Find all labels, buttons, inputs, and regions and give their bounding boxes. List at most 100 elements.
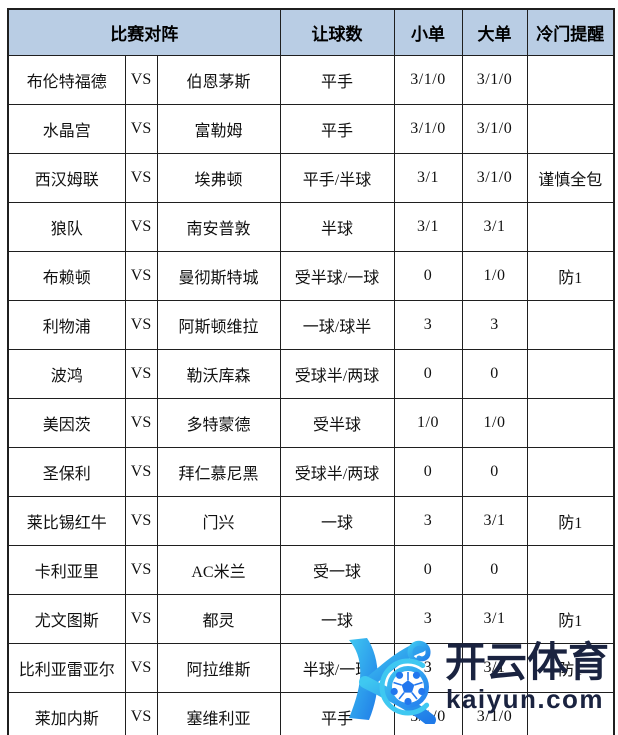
- big-bet-cell: 3: [461, 300, 528, 350]
- header-big-bet: 大单: [461, 8, 528, 56]
- table-body: 布伦特福德 VS 伯恩茅斯 平手 3/1/0 3/1/0 水晶宫 VS 富勒姆 平手 3/1/0 3/…: [7, 55, 615, 735]
- cold-alert-cell: [526, 398, 615, 448]
- handicap-cell: 一球: [279, 594, 395, 644]
- vs-cell: VS: [124, 643, 158, 693]
- home-team-cell: 美因茨: [7, 398, 126, 448]
- small-bet-cell: 0: [393, 251, 463, 301]
- big-bet-cell: 3/1: [461, 202, 528, 252]
- away-team-cell: 门兴: [156, 496, 281, 546]
- handicap-cell: 受球半/两球: [279, 349, 395, 399]
- away-team-cell: 拜仁慕尼黑: [156, 447, 281, 497]
- handicap-cell: 平手/半球: [279, 153, 395, 203]
- home-team-cell: 卡利亚里: [7, 545, 126, 595]
- vs-cell: VS: [124, 545, 158, 595]
- table-row: 水晶宫 VS 富勒姆 平手 3/1/0 3/1/0: [7, 104, 615, 154]
- small-bet-cell: 0: [393, 349, 463, 399]
- small-bet-cell: 3/1/0: [393, 104, 463, 154]
- vs-cell: VS: [124, 692, 158, 735]
- home-team-cell: 尤文图斯: [7, 594, 126, 644]
- handicap-cell: 半球/一球: [279, 643, 395, 693]
- big-bet-cell: 3/1/0: [461, 104, 528, 154]
- cold-alert-cell: 防1: [526, 496, 615, 546]
- big-bet-cell: 0: [461, 349, 528, 399]
- handicap-cell: 平手: [279, 692, 395, 735]
- table-row: 美因茨 VS 多特蒙德 受半球 1/0 1/0: [7, 398, 615, 448]
- away-team-cell: 埃弗顿: [156, 153, 281, 203]
- small-bet-cell: 3/1/0: [393, 55, 463, 105]
- small-bet-cell: 0: [393, 447, 463, 497]
- vs-cell: VS: [124, 251, 158, 301]
- small-bet-cell: 0: [393, 545, 463, 595]
- cold-alert-cell: 谨慎全包: [526, 153, 615, 203]
- small-bet-cell: 3: [393, 496, 463, 546]
- away-team-cell: 南安普敦: [156, 202, 281, 252]
- handicap-cell: 一球: [279, 496, 395, 546]
- cold-alert-cell: [526, 349, 615, 399]
- cold-alert-cell: 防1: [526, 643, 615, 693]
- small-bet-cell: 3: [393, 643, 463, 693]
- home-team-cell: 布赖顿: [7, 251, 126, 301]
- cold-alert-cell: [526, 692, 615, 735]
- handicap-cell: 受半球: [279, 398, 395, 448]
- table-row: 狼队 VS 南安普敦 半球 3/1 3/1: [7, 202, 615, 252]
- big-bet-cell: 3/1: [461, 496, 528, 546]
- small-bet-cell: 3/1/0: [393, 692, 463, 735]
- home-team-cell: 利物浦: [7, 300, 126, 350]
- home-team-cell: 狼队: [7, 202, 126, 252]
- vs-cell: VS: [124, 398, 158, 448]
- cold-alert-cell: [526, 55, 615, 105]
- table-row: 波鸿 VS 勒沃库森 受球半/两球 0 0: [7, 349, 615, 399]
- big-bet-cell: 3/1/0: [461, 55, 528, 105]
- table-row: 西汉姆联 VS 埃弗顿 平手/半球 3/1 3/1/0 谨慎全包: [7, 153, 615, 203]
- big-bet-cell: 0: [461, 545, 528, 595]
- away-team-cell: 勒沃库森: [156, 349, 281, 399]
- vs-cell: VS: [124, 447, 158, 497]
- big-bet-cell: 0: [461, 447, 528, 497]
- table-row: 尤文图斯 VS 都灵 一球 3 3/1 防1: [7, 594, 615, 644]
- cold-alert-cell: [526, 300, 615, 350]
- home-team-cell: 莱加内斯: [7, 692, 126, 735]
- table-row: 卡利亚里 VS AC米兰 受一球 0 0: [7, 545, 615, 595]
- cold-alert-cell: [526, 545, 615, 595]
- away-team-cell: 富勒姆: [156, 104, 281, 154]
- cold-alert-cell: [526, 202, 615, 252]
- table-row: 圣保利 VS 拜仁慕尼黑 受球半/两球 0 0: [7, 447, 615, 497]
- handicap-cell: 受一球: [279, 545, 395, 595]
- away-team-cell: 伯恩茅斯: [156, 55, 281, 105]
- vs-cell: VS: [124, 153, 158, 203]
- small-bet-cell: 1/0: [393, 398, 463, 448]
- big-bet-cell: 3/1: [461, 594, 528, 644]
- table-row: 布赖顿 VS 曼彻斯特城 受半球/一球 0 1/0 防1: [7, 251, 615, 301]
- away-team-cell: 塞维利亚: [156, 692, 281, 735]
- home-team-cell: 圣保利: [7, 447, 126, 497]
- big-bet-cell: 1/0: [461, 251, 528, 301]
- home-team-cell: 西汉姆联: [7, 153, 126, 203]
- vs-cell: VS: [124, 496, 158, 546]
- away-team-cell: 多特蒙德: [156, 398, 281, 448]
- big-bet-cell: 3/1: [461, 643, 528, 693]
- header-handicap: 让球数: [279, 8, 395, 56]
- header-cold-alert: 冷门提醒: [526, 8, 615, 56]
- home-team-cell: 比利亚雷亚尔: [7, 643, 126, 693]
- home-team-cell: 波鸿: [7, 349, 126, 399]
- handicap-cell: 平手: [279, 55, 395, 105]
- table-row: 比利亚雷亚尔 VS 阿拉维斯 半球/一球 3 3/1 防1: [7, 643, 615, 693]
- header-small-bet: 小单: [393, 8, 463, 56]
- table-header: 比赛对阵 让球数 小单 大单 冷门提醒: [7, 8, 615, 56]
- handicap-cell: 一球/球半: [279, 300, 395, 350]
- table-row: 利物浦 VS 阿斯顿维拉 一球/球半 3 3: [7, 300, 615, 350]
- cold-alert-cell: 防1: [526, 594, 615, 644]
- table-row: 莱加内斯 VS 塞维利亚 平手 3/1/0 3/1/0: [7, 692, 615, 735]
- cold-alert-cell: [526, 447, 615, 497]
- vs-cell: VS: [124, 300, 158, 350]
- big-bet-cell: 3/1/0: [461, 692, 528, 735]
- table-row: 莱比锡红牛 VS 门兴 一球 3 3/1 防1: [7, 496, 615, 546]
- small-bet-cell: 3: [393, 300, 463, 350]
- big-bet-cell: 3/1/0: [461, 153, 528, 203]
- vs-cell: VS: [124, 202, 158, 252]
- vs-cell: VS: [124, 594, 158, 644]
- handicap-cell: 平手: [279, 104, 395, 154]
- vs-cell: VS: [124, 104, 158, 154]
- home-team-cell: 水晶宫: [7, 104, 126, 154]
- home-team-cell: 布伦特福德: [7, 55, 126, 105]
